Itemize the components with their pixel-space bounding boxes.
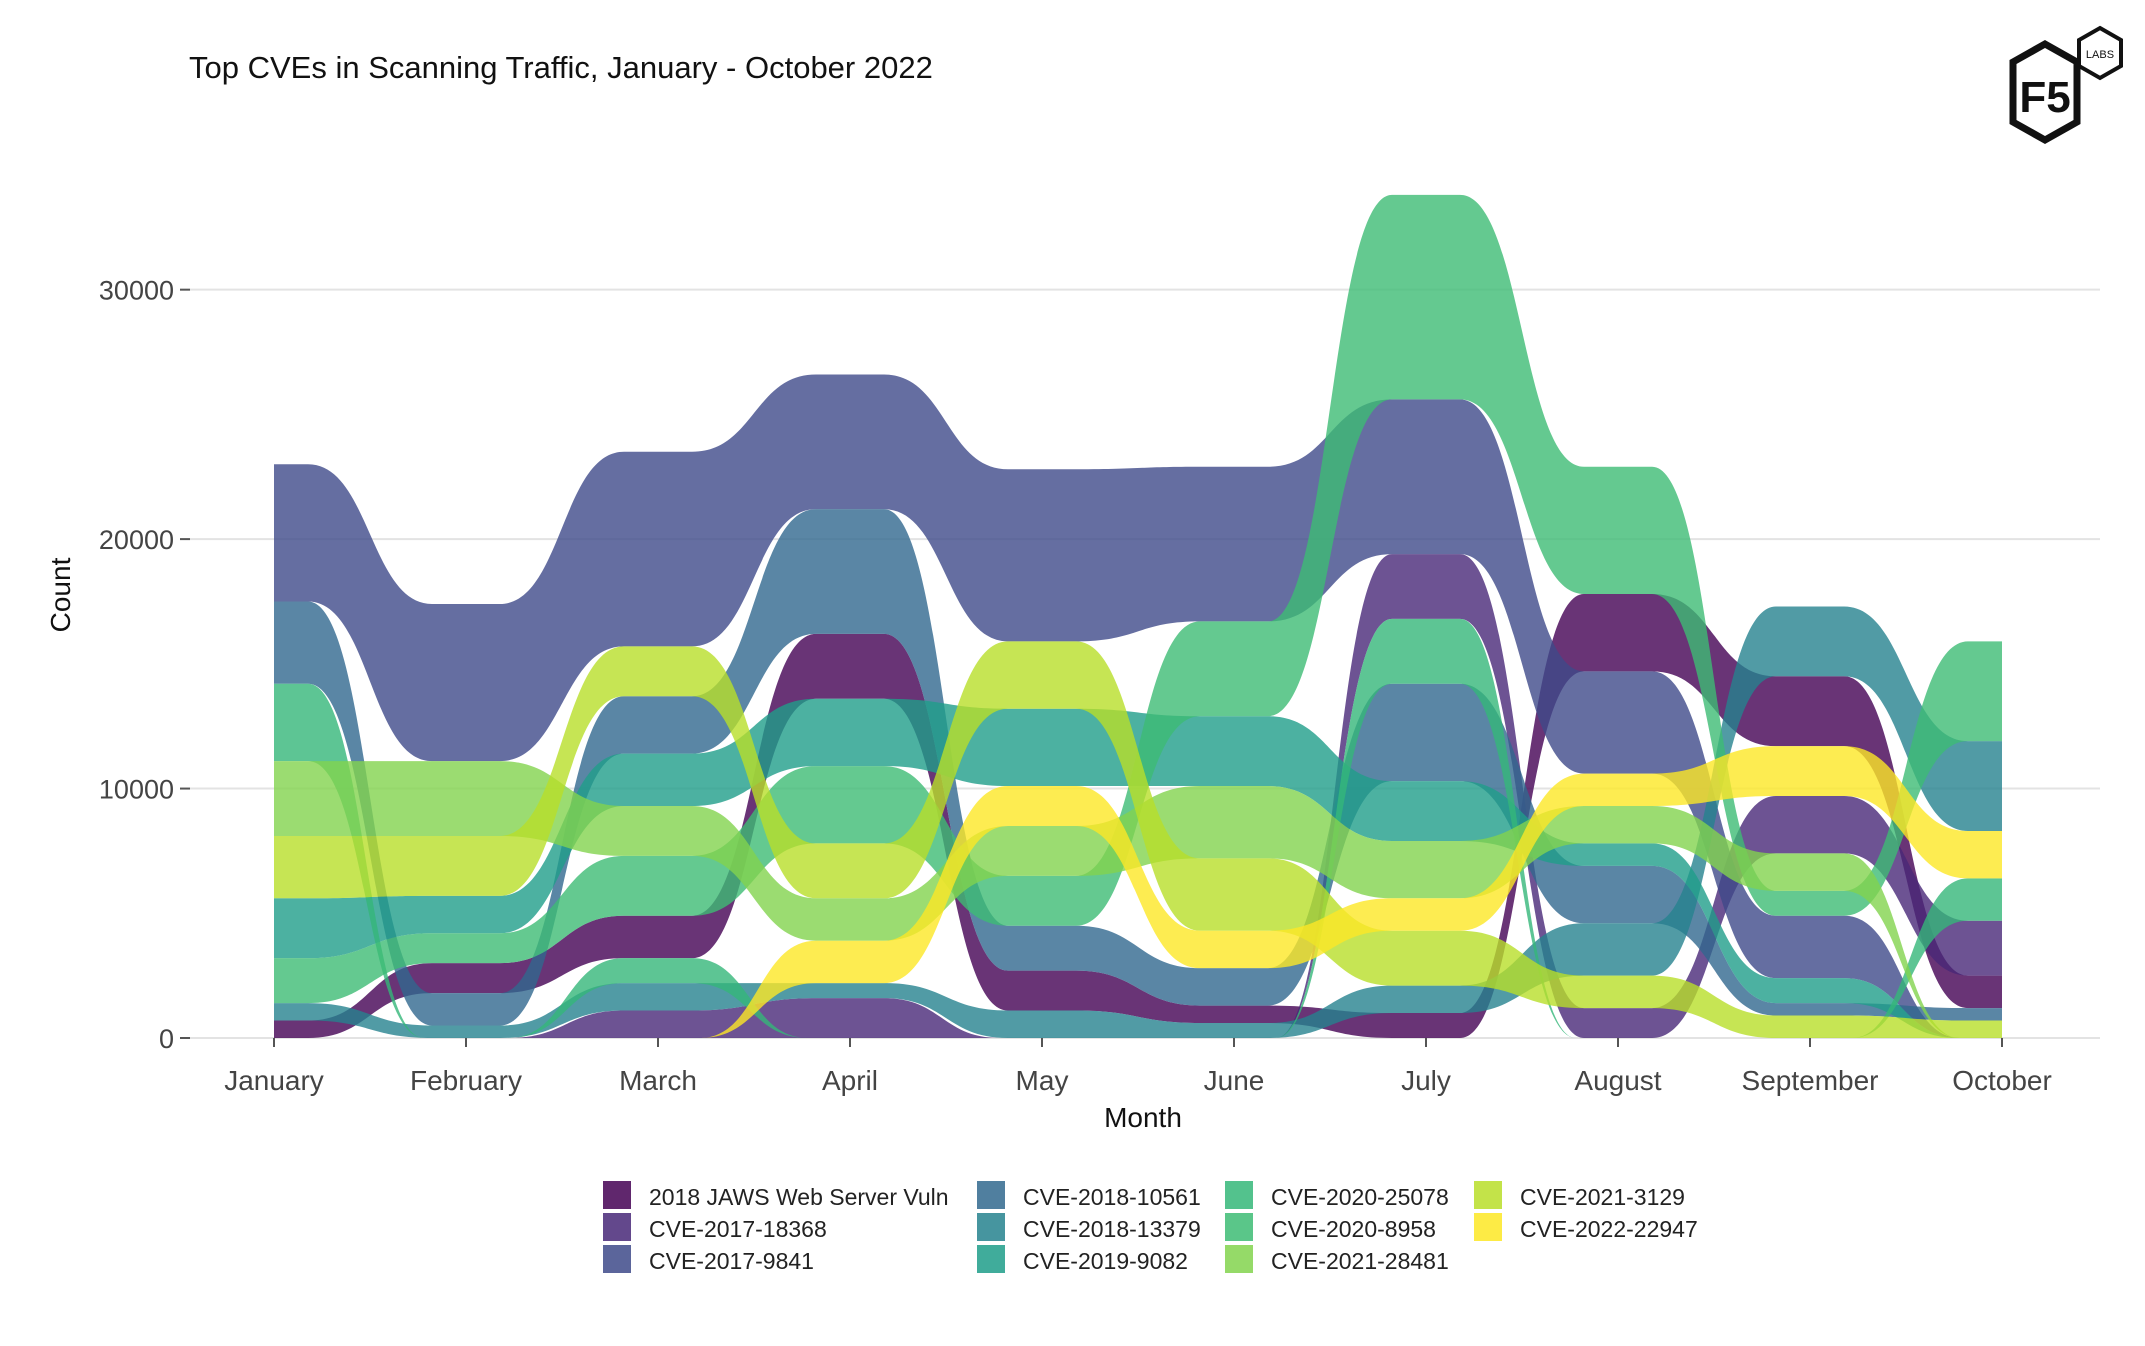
axis-layer: 0 10000 20000 30000 January February March Apri… [99,276,2052,1096]
legend-swatch [1474,1213,1502,1241]
x-tick-label: August [1574,1065,1661,1096]
ribbon-2018-jaws-web-server-vuln [274,593,2002,1038]
legend-swatch [603,1213,631,1241]
legend-label: CVE-2022-22947 [1520,1216,1698,1242]
ribbon-cve-2017-18368 [508,998,1000,1038]
ribbon-layer [274,194,2002,1038]
legend-swatch [977,1181,1005,1209]
ribbon-cve-2017-9841 [274,374,1960,1038]
y-tick-label: 20000 [99,525,174,555]
x-tick-label: May [1016,1065,1069,1096]
x-tick-label: July [1401,1065,1451,1096]
ribbon-cve-2022-22947 [700,746,2002,1038]
ribbon-cve-2018-10561 [274,509,2002,1026]
f5-labs-logo: F5 LABS [2009,25,2123,145]
legend-swatch [977,1245,1005,1273]
legend-label: CVE-2017-9841 [649,1248,814,1274]
legend-label: CVE-2019-9082 [1023,1248,1188,1274]
chart-title: Top CVEs in Scanning Traffic, January - … [189,50,933,85]
x-tick-label: September [1742,1065,1879,1096]
y-tick-label: 0 [159,1024,174,1054]
legend-label: CVE-2020-25078 [1271,1184,1449,1210]
ribbon-cve-2020-25078 [508,958,808,1038]
legend-label: CVE-2017-18368 [649,1216,827,1242]
x-tick-label: June [1204,1065,1265,1096]
legend-swatch [1225,1245,1253,1273]
legend-swatch [1225,1213,1253,1241]
x-tick-label: October [1952,1065,2052,1096]
ribbon-cve-2020-25078 [1276,618,1576,1038]
y-axis-title: Count [45,557,76,632]
ribbon-cve-2020-25078 [274,683,424,1038]
legend-label: CVE-2021-28481 [1271,1248,1449,1274]
legend-label: CVE-2020-8958 [1271,1216,1436,1242]
legend-label: CVE-2021-3129 [1520,1184,1685,1210]
x-tick-label: February [410,1065,522,1096]
x-tick-label: March [619,1065,697,1096]
legend-label: CVE-2018-10561 [1023,1184,1201,1210]
legend-swatch [1225,1181,1253,1209]
y-tick-label: 30000 [99,276,174,306]
ribbon-cve-2020-25078 [1852,878,2002,1038]
x-tick-label: April [822,1065,878,1096]
legend: 2018 JAWS Web Server Vuln CVE-2017-18368 C… [603,1181,1698,1274]
legend-label: CVE-2018-13379 [1023,1216,1201,1242]
x-axis-title: Month [1104,1102,1182,1133]
legend-swatch [977,1213,1005,1241]
y-tick-label: 10000 [99,775,174,805]
legend-label: 2018 JAWS Web Server Vuln [649,1184,949,1210]
x-tick-label: January [224,1065,324,1096]
f5-logo-text: F5 [2019,73,2070,122]
ribbon-cve-2019-9082 [274,698,1960,1038]
labs-badge-hexagon-icon [2077,25,2123,81]
ribbon-cve-2018-13379 [274,606,2002,1038]
legend-swatch [603,1245,631,1273]
labs-badge-text: LABS [2086,49,2114,61]
legend-swatch [1474,1181,1502,1209]
legend-swatch [603,1181,631,1209]
